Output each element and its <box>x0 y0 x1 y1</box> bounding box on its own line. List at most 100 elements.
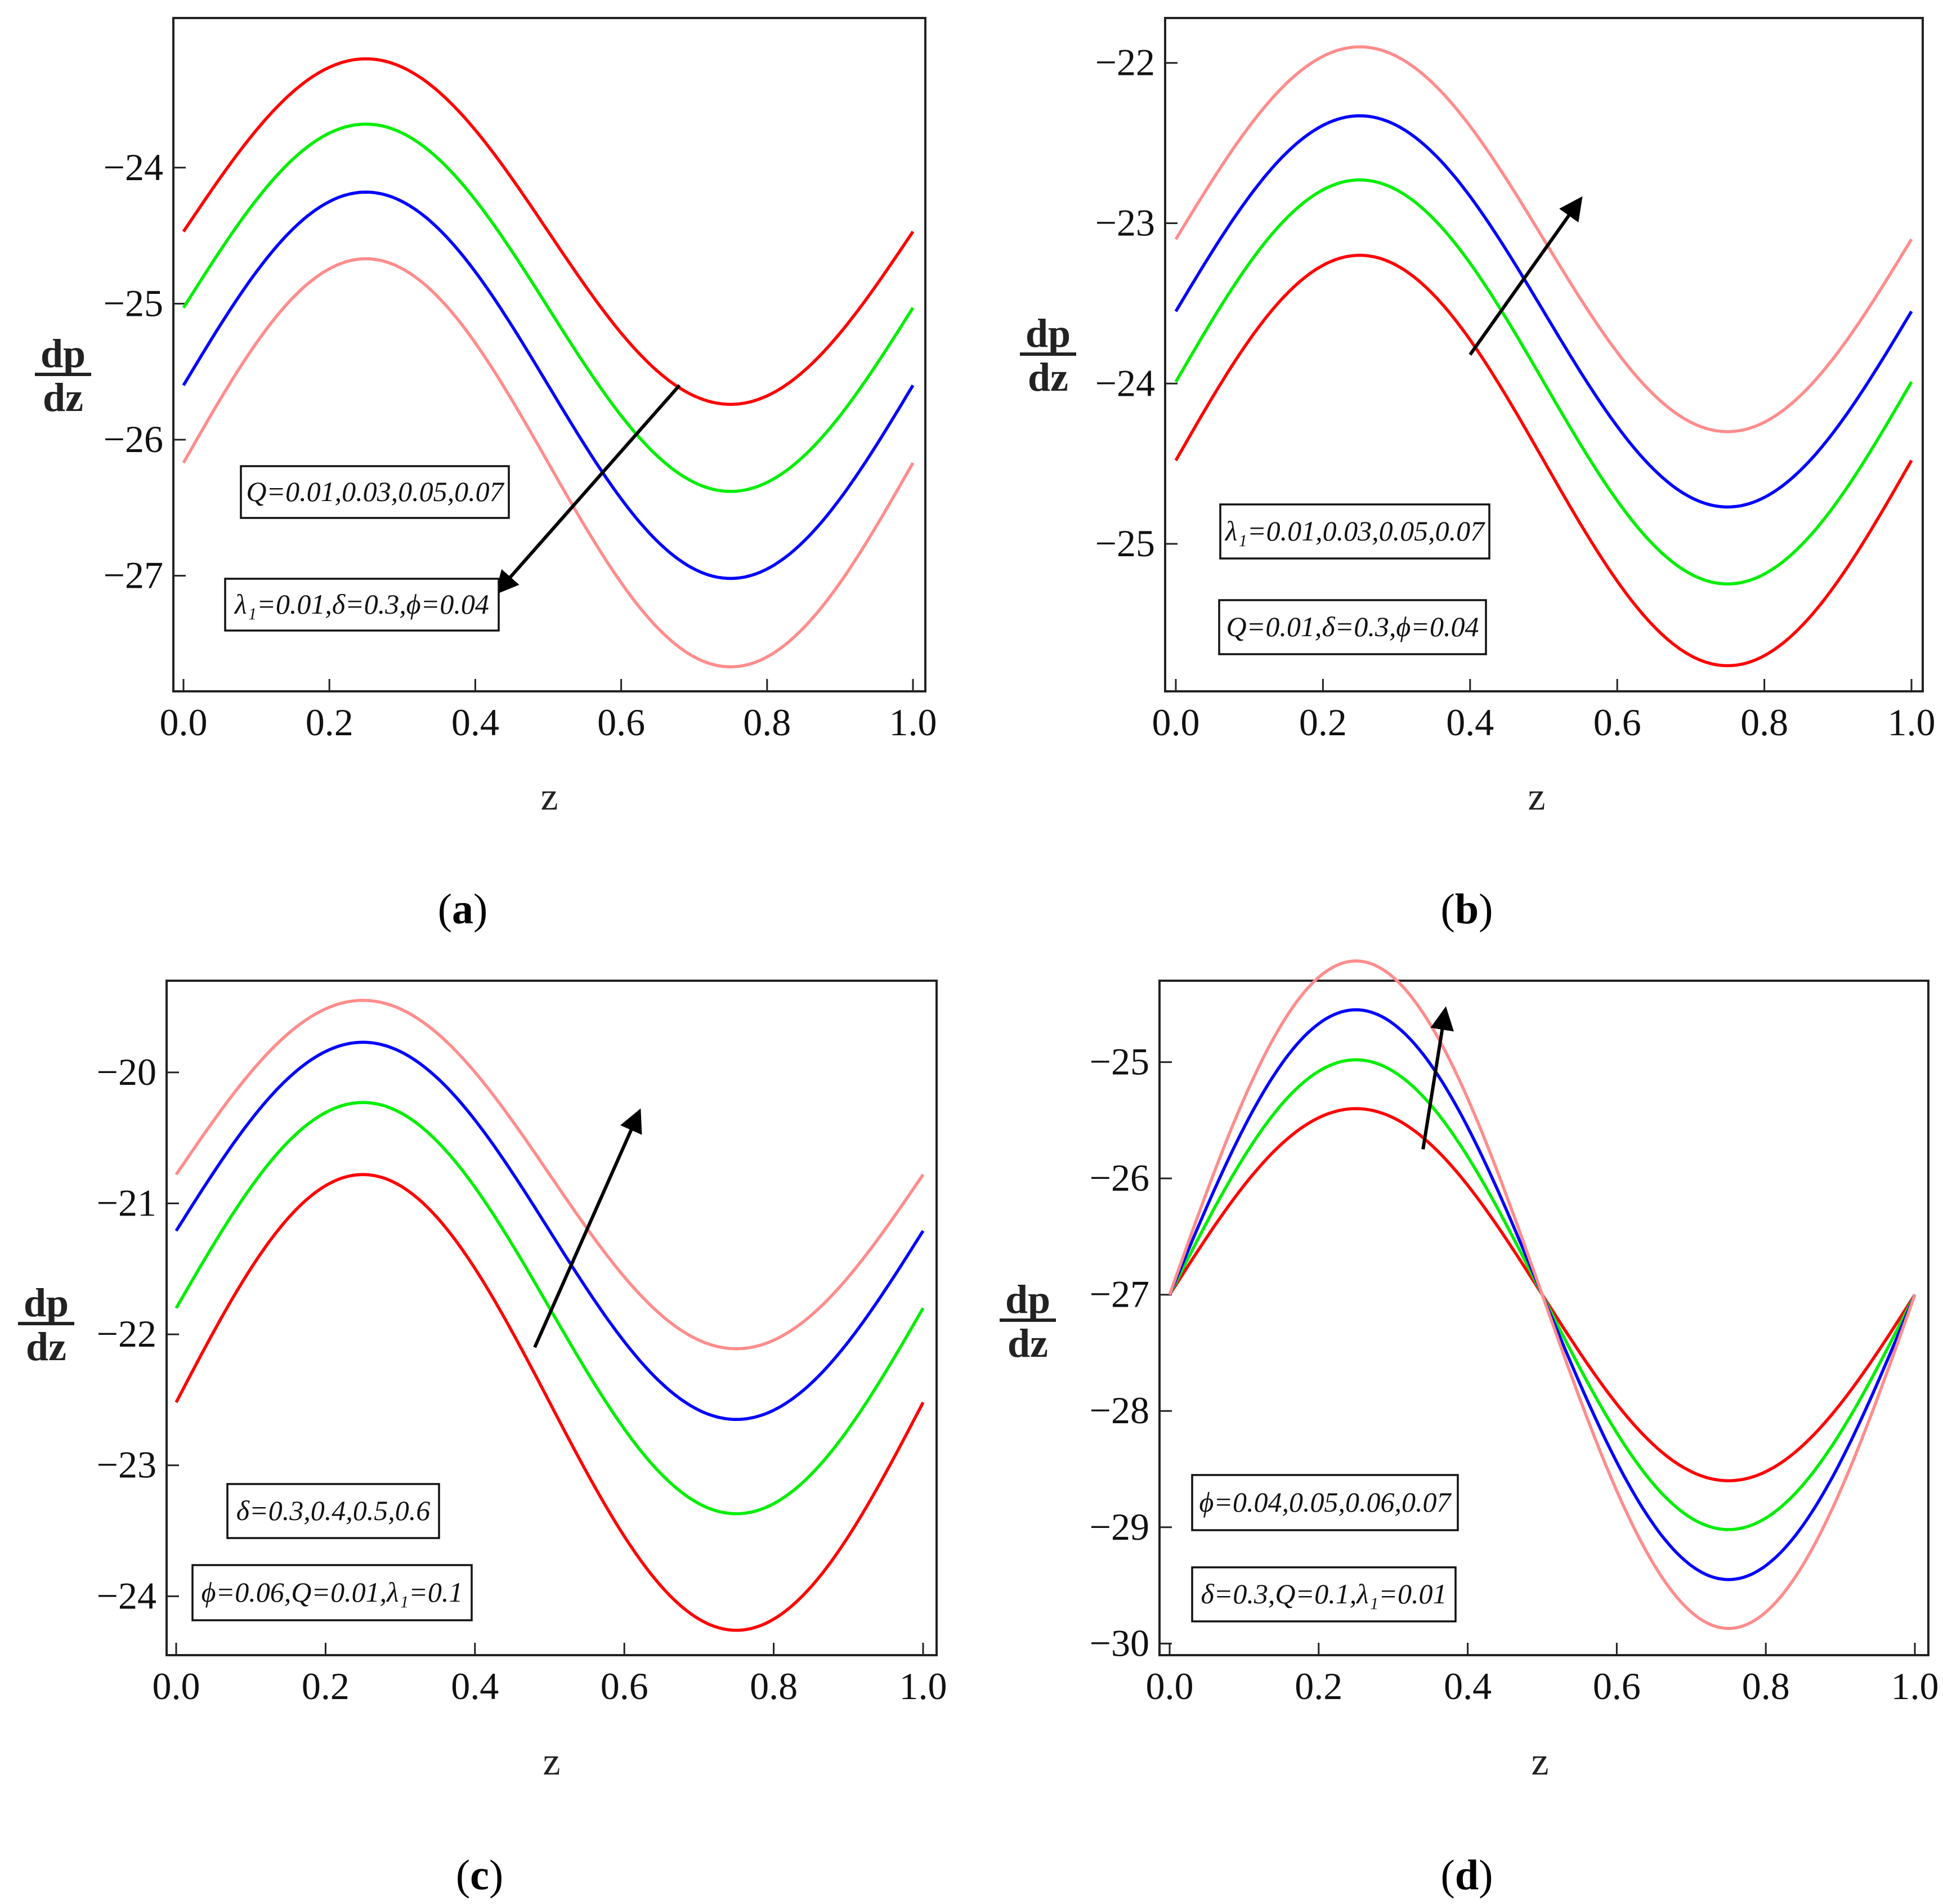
x-axis-ticks: 0.0 0.2 0.4 0.6 0.8 1.0 <box>1146 1643 1939 1708</box>
legend-box-2: ϕ=0.06,Q=0.01,λ₁=0.1 <box>191 1564 473 1621</box>
x-tick-label: 0.8 <box>750 1665 798 1708</box>
x-tick-label: 0.6 <box>601 1665 648 1708</box>
y-axis-ticks: −30 −29 −28 −27 −26 −25 <box>1090 1040 1172 1664</box>
x-tick-label: 1.0 <box>1888 701 1936 744</box>
trend-arrow <box>495 384 681 595</box>
series-line <box>1174 45 1913 433</box>
y-tick-label: −27 <box>104 554 163 597</box>
x-tick-label: 0.4 <box>451 701 499 744</box>
series-curves <box>182 57 915 669</box>
y-tick-label: −26 <box>104 418 163 461</box>
y-tick-label: −21 <box>97 1181 156 1224</box>
x-tick-label: 1.0 <box>889 701 937 744</box>
panel-label: (c) <box>456 1852 503 1899</box>
x-tick-label: 0.8 <box>1740 701 1788 744</box>
y-tick-label: −27 <box>1090 1273 1149 1316</box>
panel-letter: d <box>1455 1852 1479 1899</box>
legend-text-1: ϕ=0.04,0.05,0.06,0.07 <box>1199 1486 1452 1518</box>
series-line <box>174 1040 925 1422</box>
y-tick-label: −26 <box>1090 1156 1149 1199</box>
plot-frame <box>1164 17 1924 692</box>
panel-a: −27 −26 −25 −24 0.0 0.2 0.4 0.6 0.8 1.0 Q=0.01,0… <box>35 17 937 933</box>
legend-text-1: Q=0.01,0.03,0.05,0.07 <box>246 476 504 507</box>
panel-label: (a) <box>438 886 488 933</box>
panel-letter: a <box>452 886 473 933</box>
x-tick-label: 1.0 <box>1891 1665 1939 1708</box>
y-label-numerator: dp <box>1005 1277 1050 1322</box>
trend-arrow <box>1469 196 1583 356</box>
x-tick-label: 0.6 <box>1593 1665 1641 1708</box>
y-label-numerator: dp <box>1026 311 1071 356</box>
x-tick-label: 0.2 <box>302 1665 350 1708</box>
series-line <box>182 190 915 580</box>
trend-arrow <box>533 1108 642 1348</box>
plot-frame <box>165 980 938 1656</box>
x-tick-label: 0.2 <box>1299 701 1347 744</box>
series-curves <box>1168 959 1917 1630</box>
legend-box-2: λ₁=0.01,δ=0.3,ϕ=0.04 <box>224 578 500 632</box>
plot-frame <box>172 17 926 692</box>
panel-label: (d) <box>1441 1852 1493 1899</box>
series-line <box>182 257 915 669</box>
y-tick-label: −25 <box>1095 522 1155 565</box>
y-tick-label: −20 <box>97 1051 156 1093</box>
panel-label: (b) <box>1441 886 1493 933</box>
y-label-denominator: dz <box>43 375 83 420</box>
x-tick-label: 0.4 <box>451 1665 499 1708</box>
x-tick-label: 0.2 <box>306 701 353 744</box>
series-line <box>182 57 915 406</box>
y-tick-label: −22 <box>97 1312 156 1355</box>
panel-d: −30 −29 −28 −27 −26 −25 0.0 0.2 0.4 0.6 0.8 1.0 ϕ=… <box>1000 959 1939 1899</box>
x-axis-label: z <box>1531 1740 1548 1784</box>
x-tick-label: 0.8 <box>743 701 791 744</box>
trend-arrow <box>1421 1006 1454 1150</box>
x-axis-label: z <box>1528 775 1545 819</box>
series-line <box>1174 178 1913 585</box>
x-tick-label: 0.6 <box>597 701 645 744</box>
panel-c: −24 −23 −22 −21 −20 0.0 0.2 0.4 0.6 0.8 1.0 δ=0.3… <box>18 980 947 1899</box>
panel-letter: b <box>1455 886 1479 933</box>
y-label-numerator: dp <box>24 1280 69 1325</box>
series-line <box>174 1101 925 1516</box>
y-tick-label: −23 <box>97 1443 156 1486</box>
panel-letter: c <box>470 1852 489 1899</box>
series-line <box>174 1173 925 1632</box>
legend-box-1: ϕ=0.04,0.05,0.06,0.07 <box>1191 1474 1459 1531</box>
plot-frame <box>1158 980 1929 1656</box>
x-axis-ticks: 0.0 0.2 0.4 0.6 0.8 1.0 <box>153 1643 947 1708</box>
series-curves <box>174 999 925 1632</box>
legend-box-2: Q=0.01,δ=0.3,ϕ=0.04 <box>1218 599 1487 655</box>
y-tick-label: −25 <box>104 281 163 324</box>
legend-box-2: δ=0.3,Q=0.1,λ₁=0.01 <box>1191 1566 1457 1623</box>
x-tick-label: 0.2 <box>1295 1665 1342 1708</box>
x-tick-label: 0.6 <box>1593 701 1641 744</box>
x-tick-label: 0.0 <box>1152 701 1200 744</box>
y-axis-label: dp dz <box>35 331 91 420</box>
x-axis-ticks: 0.0 0.2 0.4 0.6 0.8 1.0 <box>160 679 937 744</box>
y-tick-label: −24 <box>97 1574 156 1617</box>
y-tick-label: −30 <box>1090 1621 1149 1664</box>
legend-box-1: Q=0.01,0.03,0.05,0.07 <box>240 465 510 519</box>
y-axis-label: dp dz <box>18 1280 74 1369</box>
legend-text-1: λ₁=0.01,0.03,0.05,0.07 <box>1224 515 1485 547</box>
series-line <box>174 999 925 1351</box>
panel-b: −25 −24 −23 −22 0.0 0.2 0.4 0.6 0.8 1.0 λ₁=0.01,… <box>1020 17 1936 933</box>
legend-box-1: δ=0.3,0.4,0.5,0.6 <box>226 1483 440 1539</box>
x-tick-label: 0.4 <box>1446 701 1494 744</box>
y-tick-label: −24 <box>104 146 163 189</box>
y-label-denominator: dz <box>1008 1321 1048 1366</box>
y-axis-label: dp dz <box>1020 311 1076 400</box>
x-tick-label: 0.8 <box>1742 1665 1790 1708</box>
y-tick-label: −29 <box>1090 1505 1149 1548</box>
series-line <box>182 122 915 493</box>
y-axis-ticks: −24 −23 −22 −21 −20 <box>97 1051 179 1617</box>
x-tick-label: 0.4 <box>1444 1665 1492 1708</box>
x-tick-label: 0.0 <box>1146 1665 1194 1708</box>
y-axis-label: dp dz <box>1000 1277 1056 1366</box>
series-line <box>1174 253 1913 668</box>
y-axis-ticks: −25 −24 −23 −22 <box>1095 41 1178 565</box>
y-label-denominator: dz <box>26 1324 66 1369</box>
x-tick-label: 0.0 <box>160 701 208 744</box>
y-tick-label: −28 <box>1090 1389 1149 1432</box>
